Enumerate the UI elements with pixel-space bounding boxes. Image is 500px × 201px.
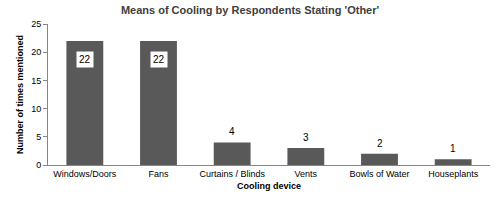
svg-text:Means of Cooling by Respondent: Means of Cooling by Respondents Stating … bbox=[121, 4, 380, 16]
svg-text:22: 22 bbox=[153, 54, 165, 65]
svg-text:2: 2 bbox=[377, 138, 383, 149]
svg-text:5: 5 bbox=[36, 132, 41, 142]
svg-text:22: 22 bbox=[79, 54, 91, 65]
svg-text:Curtains / Blinds: Curtains / Blinds bbox=[199, 169, 265, 179]
svg-text:Vents: Vents bbox=[295, 169, 318, 179]
svg-text:1: 1 bbox=[450, 143, 456, 154]
svg-text:Number of times mentioned: Number of times mentioned bbox=[15, 35, 25, 154]
svg-text:4: 4 bbox=[229, 126, 235, 137]
svg-text:Windows/Doors: Windows/Doors bbox=[53, 169, 117, 179]
svg-text:Fans: Fans bbox=[148, 169, 169, 179]
svg-text:0: 0 bbox=[36, 160, 41, 170]
svg-text:20: 20 bbox=[31, 47, 41, 57]
svg-text:15: 15 bbox=[31, 76, 41, 86]
svg-text:Bowls of Water: Bowls of Water bbox=[349, 169, 409, 179]
svg-text:3: 3 bbox=[303, 132, 309, 143]
svg-text:Houseplants: Houseplants bbox=[428, 169, 479, 179]
svg-text:Cooling device: Cooling device bbox=[237, 181, 301, 191]
svg-text:10: 10 bbox=[31, 104, 41, 114]
svg-text:25: 25 bbox=[31, 19, 41, 29]
